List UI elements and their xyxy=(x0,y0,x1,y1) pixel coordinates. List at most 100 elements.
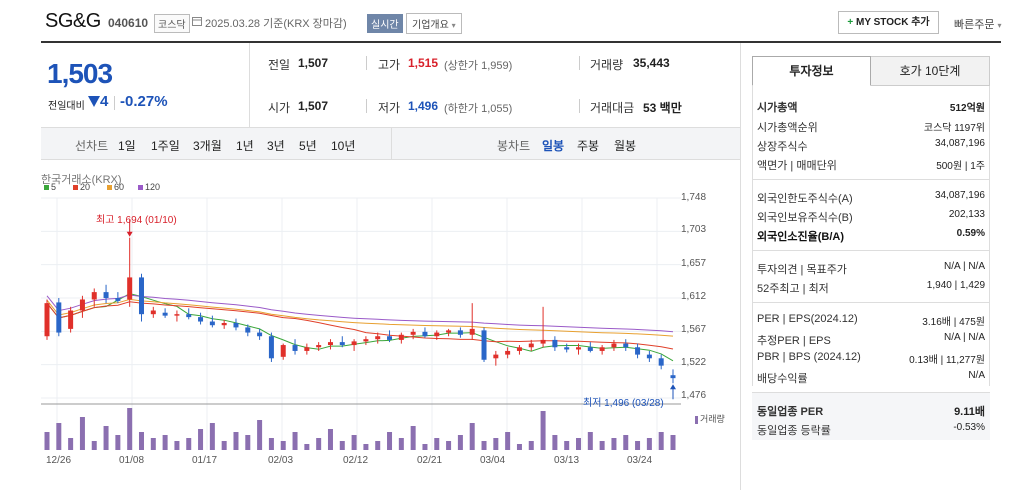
quick-order-button[interactable]: 빠른주문 ▾ xyxy=(954,16,1002,32)
candle-body xyxy=(174,314,180,316)
candle-body xyxy=(150,310,156,315)
row-label: 52주최고 | 최저 xyxy=(757,283,829,295)
volume-bar xyxy=(422,444,428,450)
candle-chart-label: 봉차트 xyxy=(497,139,531,153)
panel-tabs: 투자정보 호가 10단계 xyxy=(752,56,990,86)
period-10y[interactable]: 10년 xyxy=(331,139,356,153)
candle-body xyxy=(115,298,121,301)
volume-bar xyxy=(233,432,239,450)
prev-close-label: 전일 xyxy=(268,58,291,72)
period-1w[interactable]: 1주일 xyxy=(151,139,180,153)
candle-body xyxy=(646,354,652,359)
tab-order-book[interactable]: 호가 10단계 xyxy=(871,56,990,86)
separator xyxy=(579,99,580,113)
volume-bar xyxy=(576,438,582,450)
low-arrow-head xyxy=(670,384,676,390)
volume-bar xyxy=(198,429,204,450)
volume-swatch xyxy=(695,415,698,424)
candle-body xyxy=(540,339,546,344)
ma120-label: 120 xyxy=(145,182,161,192)
calendar-icon xyxy=(192,15,202,29)
volume-bar xyxy=(150,438,156,450)
company-overview-button[interactable]: 기업개요 ▾ xyxy=(406,13,462,34)
realtime-badge[interactable]: 실시간 xyxy=(367,14,403,33)
row-label: PER | EPS(2024.12) xyxy=(757,313,858,325)
foreign-holding-row: 외국인보유주식수(B) 202,133 xyxy=(757,209,985,226)
volume-bar xyxy=(68,438,74,450)
row-value: 500원 | 1주 xyxy=(936,161,985,172)
candle-body xyxy=(552,339,558,348)
price-box xyxy=(41,43,250,127)
panel-divider xyxy=(740,43,741,490)
volume-bar xyxy=(351,435,357,450)
volume-bar xyxy=(245,435,251,450)
candle-body xyxy=(91,292,97,300)
period-1d[interactable]: 1일 xyxy=(118,139,136,153)
ma60-line xyxy=(46,298,674,337)
volume-bar xyxy=(44,432,50,450)
divider xyxy=(41,127,251,128)
period-5y[interactable]: 5년 xyxy=(299,139,317,153)
period-3m[interactable]: 3개월 xyxy=(193,139,222,153)
candle-body xyxy=(528,343,534,348)
candlestick-chart[interactable] xyxy=(41,190,681,460)
volume-bar xyxy=(493,438,499,450)
candle-body xyxy=(292,345,298,351)
ma5-legend: 5 xyxy=(44,182,56,192)
opinion-row: 투자의견 | 목표주가 N/A | N/A xyxy=(757,261,985,278)
candle-monthly[interactable]: 월봉 xyxy=(614,139,637,153)
x-tick: 03/24 xyxy=(627,455,653,466)
market-cap-rank-row[interactable]: 시가총액순위 코스닥 1197위 xyxy=(757,119,985,136)
volume-bar xyxy=(316,438,322,450)
row-label: 외국인한도주식수(A) xyxy=(757,193,853,205)
row-value: 0.59% xyxy=(956,228,985,239)
volume-bar xyxy=(505,432,511,450)
volume-bar xyxy=(138,432,144,450)
row-value: N/A | N/A xyxy=(944,332,985,343)
ma5-swatch xyxy=(44,185,49,191)
row-value: 512억원 xyxy=(949,103,985,114)
volume-bar xyxy=(446,441,452,450)
divider xyxy=(752,302,990,303)
separator xyxy=(114,96,115,110)
candle-body xyxy=(398,334,404,340)
y-tick: 1,567 xyxy=(681,324,707,335)
y-tick: 1,703 xyxy=(681,224,707,235)
candle-body xyxy=(339,342,345,346)
period-1y[interactable]: 1년 xyxy=(236,139,254,153)
sector-rate-row[interactable]: 동일업종 등락률 -0.53% xyxy=(757,422,985,439)
row-label: 시가총액 xyxy=(757,102,798,114)
volume-bar xyxy=(339,441,345,450)
candle-body xyxy=(268,336,274,359)
lower-limit: (하한가 1,055) xyxy=(444,103,513,115)
sector-per-row[interactable]: 동일업종 PER 9.11배 xyxy=(757,403,985,420)
candle-body xyxy=(516,347,522,351)
volume-bar xyxy=(268,438,274,450)
tab-investment-info[interactable]: 투자정보 xyxy=(752,56,871,86)
y-tick: 1,522 xyxy=(681,357,707,368)
volume-bar xyxy=(91,441,97,450)
candle-daily[interactable]: 일봉 xyxy=(542,139,565,153)
volume-bar xyxy=(56,423,62,450)
ma5-line xyxy=(46,293,674,362)
row-label: 상장주식수 xyxy=(757,141,808,153)
volume-bar xyxy=(79,417,85,450)
chart-source: 한국거래소(KRX) xyxy=(41,174,122,186)
ma120-swatch xyxy=(138,185,143,191)
ma20-legend: 20 xyxy=(73,182,90,192)
candle-weekly[interactable]: 주봉 xyxy=(577,139,600,153)
period-3y[interactable]: 3년 xyxy=(267,139,285,153)
separator xyxy=(366,99,367,113)
row-label: 외국인보유주식수(B) xyxy=(757,212,853,224)
row-label: 시가총액순위 xyxy=(757,122,818,134)
candle-body xyxy=(198,317,204,322)
candle-body xyxy=(576,347,582,350)
candle-body xyxy=(587,347,593,351)
ma120-legend: 120 xyxy=(138,182,160,192)
chevron-down-icon: ▾ xyxy=(997,21,1002,30)
change-value: 4 xyxy=(100,93,109,110)
candle-body xyxy=(505,350,511,355)
mystock-add-button[interactable]: + MY STOCK 추가 xyxy=(838,11,939,34)
candle-body xyxy=(670,375,676,379)
candle-body xyxy=(564,347,570,350)
